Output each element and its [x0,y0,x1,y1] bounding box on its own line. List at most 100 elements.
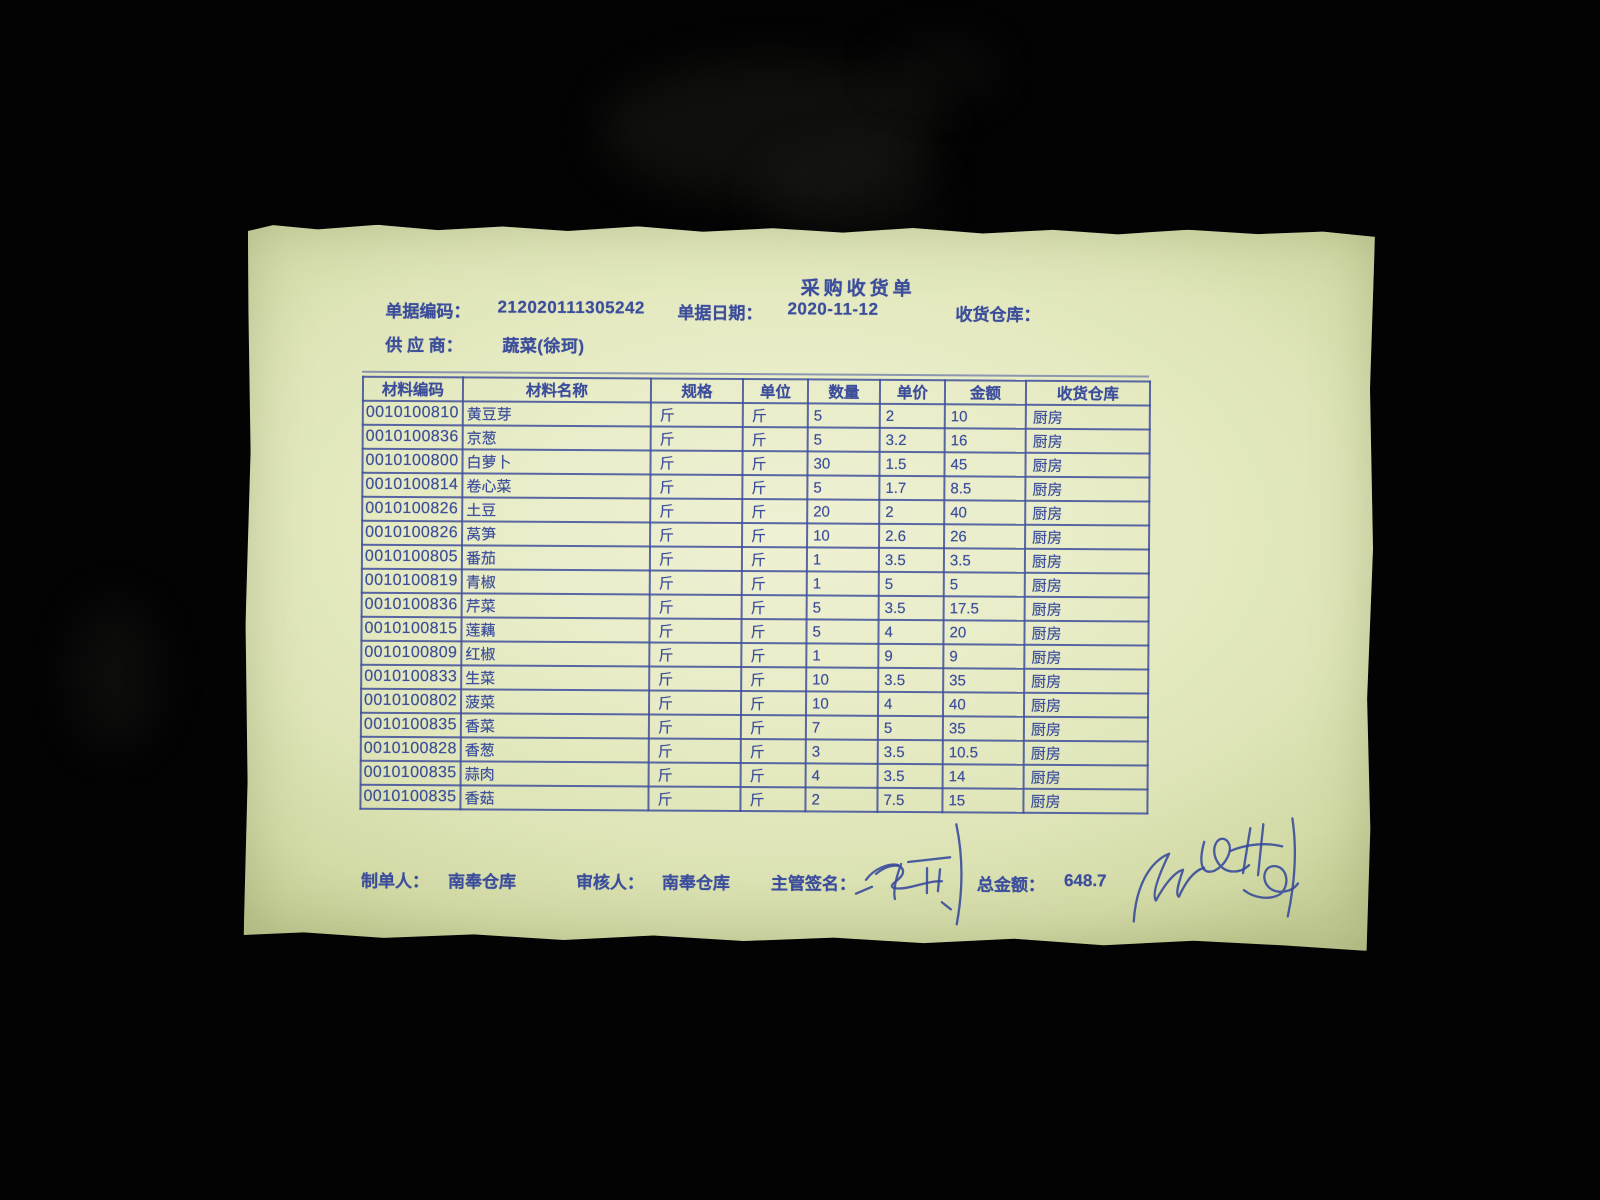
table-cell: 5 [807,475,879,499]
table-cell: 0010100826 [362,521,462,546]
table-cell: 3.5 [878,668,943,692]
table-cell: 5 [808,403,880,427]
table-cell: 厨房 [1024,645,1148,670]
table-cell: 4 [878,692,943,716]
table-body: 0010100810 黄豆芽斤斤 5 2 10 厨房 0010100836 京葱斤斤 5 3.2 1… [360,401,1149,814]
table-cell: 2 [880,404,945,428]
background-smudge [70,600,160,750]
table-cell: 斤 [741,763,806,787]
table-cell: 14 [943,764,1024,788]
table-cell: 斤 [741,715,806,739]
table-cell: 斤 [742,475,807,499]
table-cell: 斤 [649,714,741,739]
table-cell: 9 [878,644,943,668]
table-cell: 斤 [649,762,741,787]
supervisor-signature-ink [856,824,962,925]
table-cell: 厨房 [1024,741,1148,766]
table-cell: 斤 [650,474,742,499]
table-cell: 厨房 [1023,789,1147,814]
background-smudge [880,40,1000,100]
table-cell: 5 [879,572,944,596]
table-cell: 生菜 [461,665,649,690]
table-row: 0010100835 香菇斤斤 2 7.5 15 厨房 [360,785,1147,814]
table-cell: 0010100810 [363,401,463,426]
table-cell: 厨房 [1026,429,1150,454]
table-cell: 芹菜 [462,593,650,618]
table-cell: 厨房 [1025,525,1149,550]
table-cell: 红椒 [461,641,649,666]
table-cell: 斤 [650,450,742,475]
doc-date-label: 单据日期： [677,303,763,324]
table-cell: 20 [943,620,1024,644]
supplier-label: 供 应 商： [385,335,463,356]
table-cell: 斤 [649,642,741,667]
table-cell: 香菜 [461,713,649,738]
supervisor-signature-label: 主管签名： [770,874,857,894]
auditor-label: 审核人： [575,873,645,893]
table-cell: 卷心菜 [462,473,650,498]
table-cell: 7 [806,715,878,739]
extra-signature-ink [1134,817,1299,922]
total-amount-label: 总金额： [976,875,1046,895]
table-cell: 斤 [742,571,807,595]
table-cell: 香葱 [461,737,649,762]
table-cell: 3.5 [878,764,943,788]
table-cell: 0010100819 [362,569,462,594]
table-cell: 0010100802 [361,689,461,714]
table-cell: 斤 [740,787,805,811]
table-cell: 3.5 [879,596,944,620]
table-cell: 4 [806,763,878,787]
table-cell: 斤 [650,594,742,619]
table-cell: 斤 [648,786,740,811]
table-cell: 厨房 [1024,669,1148,694]
auditor-value: 南奉仓库 [661,873,731,893]
table-cell: 45 [944,452,1025,476]
table-cell: 蒜肉 [461,761,649,786]
table-cell: 2 [805,787,877,811]
table-cell: 斤 [650,546,742,571]
table-cell: 厨房 [1025,501,1149,526]
table-cell: 0010100809 [361,641,461,666]
table-cell: 3.2 [880,428,945,452]
table-cell: 斤 [649,738,741,763]
document-title: 采购收货单 [800,278,916,301]
table-cell: 10 [945,404,1026,428]
table-cell: 4 [878,620,943,644]
background-smudge [600,60,940,200]
table-cell: 0010100815 [361,617,461,642]
table-cell: 厨房 [1025,549,1149,574]
table-cell: 0010100826 [362,497,462,522]
table-cell: 斤 [651,402,743,427]
doc-no-value: 212020111305242 [497,297,645,318]
table-cell: 5 [808,427,880,451]
table-cell: 香菇 [460,785,648,810]
column-header: 单位 [743,379,808,403]
preparer-value: 南奉仓库 [447,872,517,892]
table-cell: 番茄 [462,545,650,570]
table-cell: 3 [806,739,878,763]
column-header: 收货仓库 [1026,381,1150,406]
receipt-paper: 采购收货单 单据编码： 212020111305242 单据日期： 2020-1… [244,222,1375,951]
table-cell: 1 [807,547,879,571]
table-cell: 厨房 [1025,597,1149,622]
table-cell: 斤 [741,739,806,763]
table-cell: 15 [942,788,1023,812]
table-cell: 7.5 [877,788,942,812]
table-cell: 0010100805 [362,545,462,570]
table-cell: 40 [943,692,1024,716]
table-cell: 30 [807,451,879,475]
table-cell: 斤 [742,451,807,475]
table-cell: 斤 [741,643,806,667]
table-cell: 10.5 [943,740,1024,764]
table-cell: 斤 [742,595,807,619]
table-cell: 斤 [649,618,741,643]
table-cell: 黄豆芽 [463,401,651,426]
table-cell: 青椒 [462,569,650,594]
column-header: 单价 [880,380,945,404]
table-cell: 厨房 [1024,693,1148,718]
table-cell: 35 [943,668,1024,692]
column-header: 材料名称 [463,377,651,402]
table-cell: 0010100828 [361,737,461,762]
table-cell: 菠菜 [461,689,649,714]
table-cell: 5 [806,619,878,643]
